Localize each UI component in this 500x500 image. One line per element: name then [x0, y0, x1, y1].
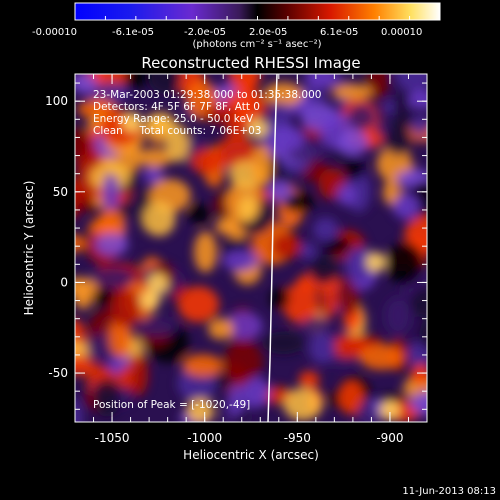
x-tick-label: -1050 [95, 431, 130, 445]
y-tick-label: 0 [60, 275, 68, 289]
cbar-units-label: (photons cm⁻² s⁻¹ asec⁻²) [192, 39, 321, 50]
y-tick-label: 100 [45, 94, 68, 108]
annotation-energy-range: Energy Range: 25.0 - 50.0 keV [93, 113, 254, 125]
x-tick-label: -950 [284, 431, 311, 445]
y-axis-label: Heliocentric Y (arcsec) [22, 181, 36, 316]
plot-area [74, 73, 428, 423]
annotation-block: 23-Mar-2003 01:29:38.000 to 01:35:38.000… [93, 89, 321, 137]
plot-frame [74, 73, 428, 423]
cbar-tick-label: -0.00010 [32, 27, 77, 38]
cbar-tick-label: 0.00010 [381, 27, 422, 38]
solar-limb-line [267, 73, 278, 423]
cbar-tick-label: -2.0e-05 [184, 27, 226, 38]
cbar-tick-label: 6.1e-05 [320, 27, 358, 38]
x-axis-label: Heliocentric X (arcsec) [183, 448, 319, 462]
annotation-detectors: Detectors: 4F 5F 6F 7F 8F, Att 0 [93, 101, 260, 113]
axis-ticks [74, 74, 428, 422]
x-tick-label: -1000 [187, 431, 222, 445]
plot-title: Reconstructed RHESSI Image [141, 54, 360, 72]
annotation-time-range: 23-Mar-2003 01:29:38.000 to 01:35:38.000 [93, 89, 321, 101]
cbar-tick-label: -6.1e-05 [112, 27, 154, 38]
peak-position-label: Position of Peak = [-1020,-49] [93, 399, 250, 411]
footer-timestamp: 11-Jun-2013 08:13 [402, 486, 496, 497]
color-bar: -0.00010 -6.1e-05 -2.0e-05 2.0e-05 6.1e-05 0.… [32, 2, 441, 50]
color-bar-ticks [74, 16, 441, 20]
x-tick-label: -900 [376, 431, 403, 445]
y-tick-label: 50 [53, 185, 68, 199]
y-tick-label: -50 [48, 366, 68, 380]
annotation-clean-counts: Clean Total counts: 7.06E+03 [93, 125, 262, 137]
flux-map [75, 74, 427, 422]
cbar-tick-label: 2.0e-05 [249, 27, 287, 38]
